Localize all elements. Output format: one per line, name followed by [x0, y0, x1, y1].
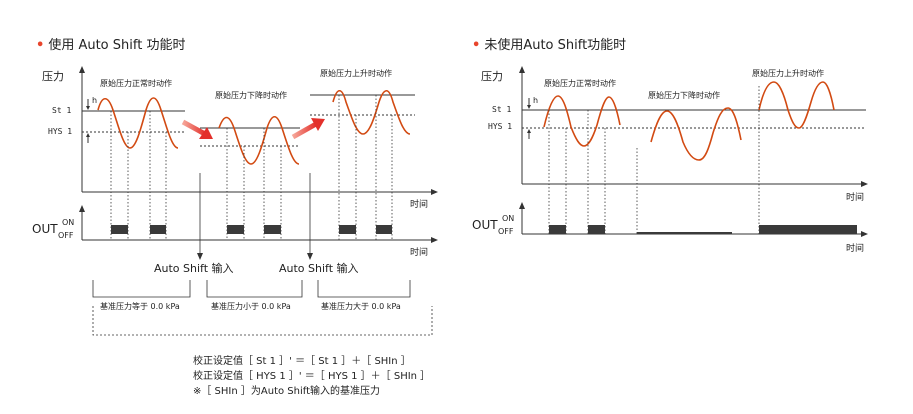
- left-pressure-chart: [79, 66, 438, 260]
- right-output-chart: [519, 202, 868, 237]
- right-out-pulse: [588, 225, 605, 234]
- left-out-pulse: [376, 225, 392, 234]
- formula-hysteresis: 校正设定值［ HYS 1 ］' ＝［ HYS 1 ］＋［ SHIn ］: [193, 371, 431, 382]
- left-y-axis-arrowhead: [79, 66, 85, 73]
- left-switching-guides: [110, 95, 393, 240]
- right-out-pulse: [549, 225, 566, 234]
- left-wave-normal: [97, 97, 179, 149]
- left-wave-rise: [332, 89, 411, 135]
- left-h-arrowhead-lower: [86, 133, 90, 137]
- left-range-brackets: [92, 280, 433, 336]
- left-out-pulse: [227, 225, 244, 234]
- left-out-pulse: [150, 225, 166, 234]
- right-phase-normal-label: 原始压力正常时动作: [544, 79, 616, 88]
- left-out-x-arrowhead: [431, 237, 438, 243]
- right-out-x-arrowhead: [861, 231, 868, 237]
- right-x-axis-arrowhead: [861, 181, 868, 187]
- right-wave-rise: [758, 81, 835, 129]
- formula-note: ※［ SHIn ］为Auto Shift输入的基准压力: [193, 386, 381, 397]
- right-h-arrowhead: [527, 105, 531, 109]
- right-x-axis-label-top: 时间: [846, 193, 865, 203]
- left-phase-normal-label: 原始压力正常时动作: [100, 79, 172, 88]
- left-out-label: OUT: [32, 222, 58, 236]
- right-on-label: ON: [502, 214, 515, 223]
- bracket-less-label: 基准压力小于 0.0 kPa: [211, 302, 291, 311]
- left-phase-drop-label: 原始压力下降时动作: [215, 91, 287, 100]
- left-auto-shift-arrow-1: [197, 253, 203, 260]
- auto-shift-input-label-2: Auto Shift 输入: [279, 262, 359, 275]
- left-auto-shift-arrow-2: [307, 253, 313, 260]
- right-switching-guides: [548, 86, 760, 234]
- right-panel-title: • 未使用Auto Shift功能时: [472, 34, 626, 53]
- left-h-arrowhead: [86, 106, 90, 110]
- bracket-greater: [317, 280, 411, 298]
- left-y-axis-label: 压力: [42, 70, 64, 83]
- formula-setpoint: 校正设定值［ St 1 ］' ＝［ St 1 ］＋［ SHIn ］: [193, 356, 411, 367]
- right-panel-title-text: 未使用Auto Shift功能时: [484, 38, 627, 53]
- bracket-equal-label: 基准压力等于 0.0 kPa: [100, 302, 180, 311]
- left-out-y-arrowhead: [79, 205, 85, 212]
- right-phase-rise-label: 原始压力上升时动作: [752, 69, 824, 78]
- right-out-off-segment: [637, 232, 732, 234]
- left-output-chart: [79, 205, 438, 243]
- left-panel-title: • 使用 Auto Shift 功能时: [36, 34, 185, 53]
- left-x-axis-label-bottom: 时间: [410, 248, 429, 258]
- bracket-equal: [92, 280, 191, 298]
- right-h-label: h: [533, 96, 539, 105]
- bullet-icon: •: [36, 38, 45, 53]
- bullet-icon: •: [472, 38, 481, 53]
- right-pressure-chart: [519, 66, 868, 234]
- left-out-pulse: [111, 225, 128, 234]
- right-phase-drop-label: 原始压力下降时动作: [648, 91, 720, 100]
- left-h-label: h: [92, 96, 98, 105]
- left-out-pulse: [264, 225, 281, 234]
- left-setpoint-label: St 1: [52, 106, 72, 115]
- right-setpoint-label: St 1: [492, 105, 512, 114]
- bracket-less: [206, 280, 303, 298]
- right-out-on-segment: [759, 225, 857, 234]
- left-drop-arrow: [181, 119, 213, 139]
- right-y-axis-label: 压力: [481, 70, 503, 83]
- right-hysteresis-label: HYS 1: [488, 122, 513, 131]
- right-wave-normal: [543, 95, 621, 147]
- left-off-label: OFF: [58, 231, 74, 240]
- left-x-axis-arrowhead: [431, 189, 438, 195]
- left-rise-arrow: [291, 118, 325, 140]
- right-off-label: OFF: [498, 227, 514, 236]
- right-wave-drop: [650, 107, 742, 161]
- left-hysteresis-label: HYS 1: [48, 127, 73, 136]
- left-panel-title-text: 使用 Auto Shift 功能时: [48, 38, 186, 53]
- right-out-label: OUT: [472, 218, 498, 232]
- bracket-greater-label: 基准压力大于 0.0 kPa: [321, 302, 401, 311]
- left-x-axis-label-top: 时间: [410, 200, 429, 210]
- right-h-arrowhead-lower: [527, 129, 531, 133]
- right-out-y-arrowhead: [519, 202, 525, 209]
- auto-shift-input-label-1: Auto Shift 输入: [154, 262, 234, 275]
- left-wave-drop: [218, 115, 300, 165]
- left-on-label: ON: [62, 218, 75, 227]
- right-y-axis-arrowhead: [519, 66, 525, 73]
- right-x-axis-label-bottom: 时间: [846, 244, 865, 254]
- left-phase-rise-label: 原始压力上升时动作: [320, 69, 392, 78]
- left-out-pulse: [339, 225, 356, 234]
